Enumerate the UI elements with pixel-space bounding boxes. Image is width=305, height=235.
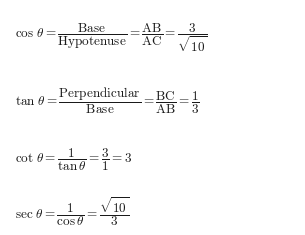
Text: $\sec\,\theta = \dfrac{1}{\cos\theta} = \dfrac{\sqrt{10}}{3}$: $\sec\,\theta = \dfrac{1}{\cos\theta} = … <box>15 195 129 228</box>
Text: $\cot\,\theta = \dfrac{1}{\tan\theta} = \dfrac{3}{1} = 3$: $\cot\,\theta = \dfrac{1}{\tan\theta} = … <box>15 147 133 173</box>
Text: $\cos\,\theta = \dfrac{\mathrm{Base}}{\mathrm{Hypotenuse}} = \dfrac{\mathrm{AB}}: $\cos\,\theta = \dfrac{\mathrm{Base}}{\m… <box>15 21 208 54</box>
Text: $\tan\,\theta = \dfrac{\mathrm{Perpendicular}}{\mathrm{Base}} = \dfrac{\mathrm{B: $\tan\,\theta = \dfrac{\mathrm{Perpendic… <box>15 86 200 116</box>
